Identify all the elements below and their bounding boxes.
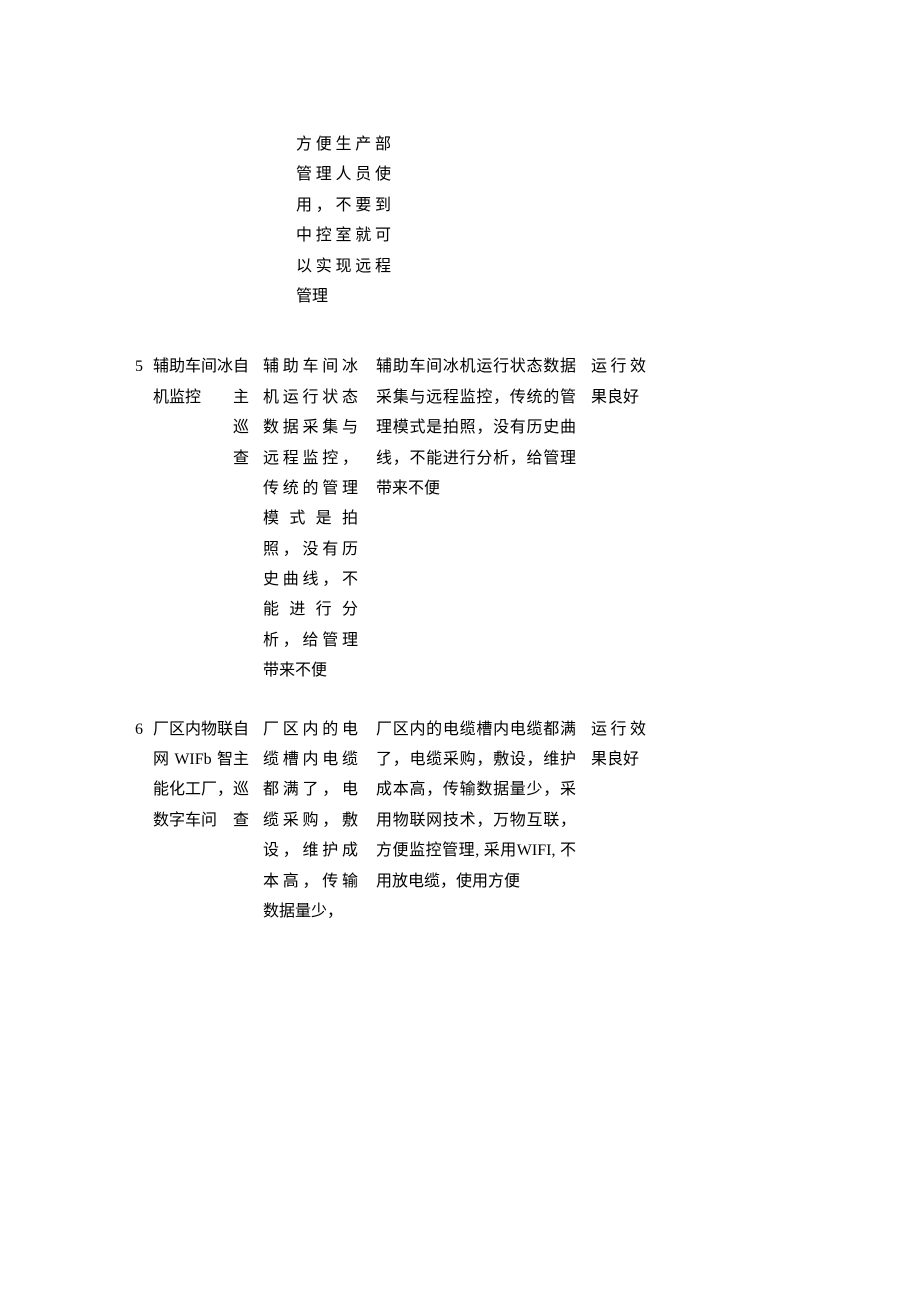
item-type: 自 主 巡 查 — [233, 715, 263, 837]
document-page: 方便生产部管理人员使用，不要到中控室就可以实现远程管理 5 辅助车间冰机监控 自… — [0, 0, 920, 1055]
type-char: 巡 — [233, 413, 263, 443]
result: 运行效果良好 — [591, 715, 646, 776]
type-char: 自 — [233, 352, 263, 382]
row-number: 6 — [135, 715, 153, 745]
type-char: 查 — [233, 444, 263, 474]
item-name: 厂区内物联网WIFb智能化工厂，数字车问 — [153, 715, 233, 837]
prev-row-continuation: 方便生产部管理人员使用，不要到中控室就可以实现远程管理 — [296, 130, 391, 312]
row-number: 5 — [135, 352, 153, 382]
type-char: 查 — [233, 806, 263, 836]
description-2: 厂区内的电缆槽内电缆都满了，电缆采购，敷设，维护成本高，传输数据量少，采用物联网… — [376, 715, 576, 897]
item-name: 辅助车间冰机监控 — [153, 352, 233, 413]
item-type: 自 主 巡 查 — [233, 352, 263, 474]
description-2: 辅助车间冰机运行状态数据采集与远程监控，传统的管理模式是拍照，没有历史曲线，不能… — [376, 352, 576, 504]
description-1: 辅助车间冰机运行状态数据采集与远程监控，传统的管理模式是拍照，没有历史曲线，不能… — [263, 352, 358, 686]
table-row: 5 辅助车间冰机监控 自 主 巡 查 辅助车间冰机运行状态数据采集与远程监控，传… — [135, 352, 785, 686]
type-char: 巡 — [233, 775, 263, 805]
type-char: 自 — [233, 715, 263, 745]
description-1: 厂区内的电缆槽内电缆都满了，电缆采购，敷设，维护成本高，传输数据量少， — [263, 715, 358, 928]
type-char: 主 — [233, 745, 263, 775]
result: 运行效果良好 — [591, 352, 646, 413]
type-char: 主 — [233, 383, 263, 413]
table-row: 6 厂区内物联网WIFb智能化工厂，数字车问 自 主 巡 查 厂区内的电缆槽内电… — [135, 715, 785, 928]
